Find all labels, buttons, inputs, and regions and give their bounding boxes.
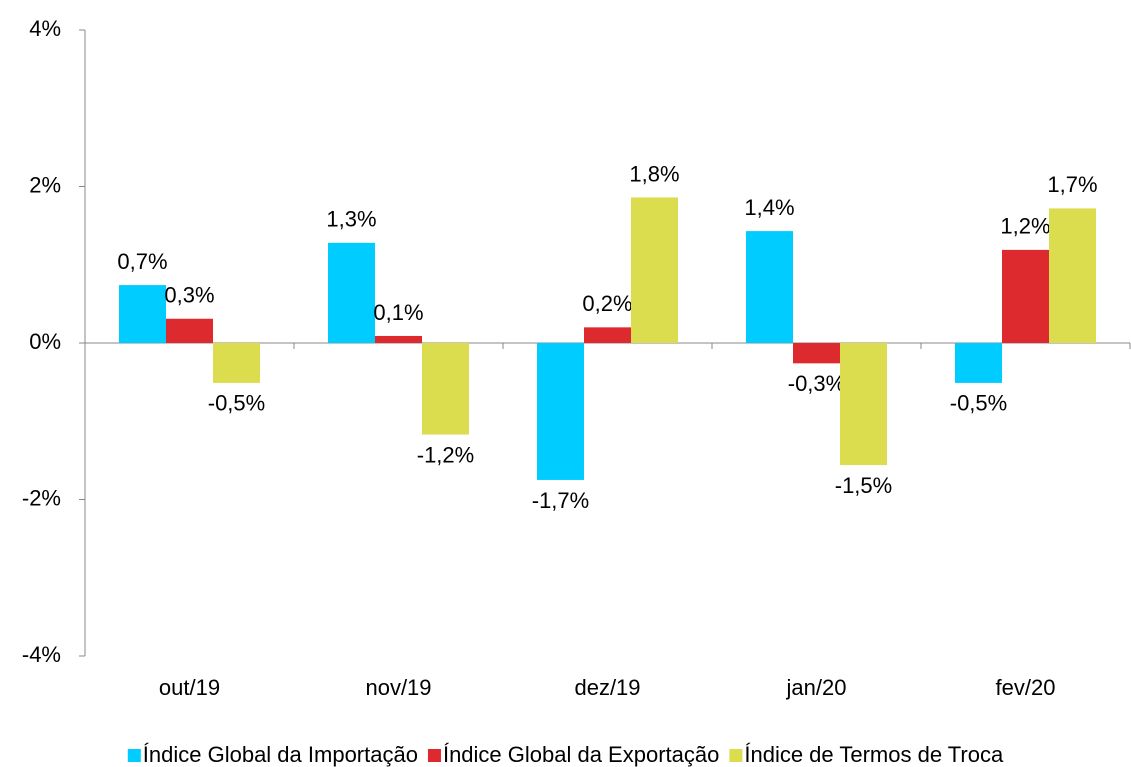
data-label: 0,1% <box>373 300 423 325</box>
bar <box>537 343 584 480</box>
legend-swatch <box>729 749 743 762</box>
y-tick-label: 2% <box>29 172 61 197</box>
bar <box>422 343 469 435</box>
data-label: 1,4% <box>744 195 794 220</box>
data-label: -1,7% <box>532 488 589 513</box>
bar <box>793 343 840 364</box>
bar <box>1002 249 1049 343</box>
data-label: 1,7% <box>1047 172 1097 197</box>
legend-swatch <box>427 749 441 762</box>
legend-label: Índice de Termos de Troca <box>744 742 1004 767</box>
data-label: -0,5% <box>950 391 1007 416</box>
x-tick-label: nov/19 <box>365 675 431 700</box>
data-label: -0,5% <box>208 391 265 416</box>
y-tick-label: -4% <box>22 642 61 667</box>
legend-label: Índice Global da Exportação <box>443 742 719 767</box>
data-label: 1,3% <box>326 207 376 232</box>
x-tick-label: jan/20 <box>786 675 847 700</box>
bar <box>166 318 213 343</box>
x-tick-label: dez/19 <box>574 675 640 700</box>
bar <box>328 242 375 343</box>
y-tick-label: -2% <box>22 485 61 510</box>
data-label: 0,2% <box>582 291 632 316</box>
bar <box>631 197 678 343</box>
legend-swatch <box>127 749 141 762</box>
bar <box>746 231 793 343</box>
bar <box>1049 208 1096 343</box>
data-label: -1,2% <box>417 442 474 467</box>
data-label: 0,7% <box>117 249 167 274</box>
x-tick-label: fev/20 <box>996 675 1056 700</box>
legend-label: Índice Global da Importação <box>143 742 418 767</box>
data-label: -1,5% <box>835 473 892 498</box>
bar <box>213 343 260 383</box>
data-label: 1,8% <box>629 161 679 186</box>
bar <box>375 335 422 343</box>
y-tick-label: 4% <box>29 16 61 41</box>
bar <box>955 343 1002 383</box>
data-label: -0,3% <box>788 371 845 396</box>
y-tick-label: 0% <box>29 329 61 354</box>
bar <box>584 327 631 343</box>
bar <box>840 343 887 466</box>
bar <box>119 285 166 343</box>
data-label: 1,2% <box>1000 214 1050 239</box>
data-label: 0,3% <box>164 283 214 308</box>
x-tick-label: out/19 <box>159 675 220 700</box>
